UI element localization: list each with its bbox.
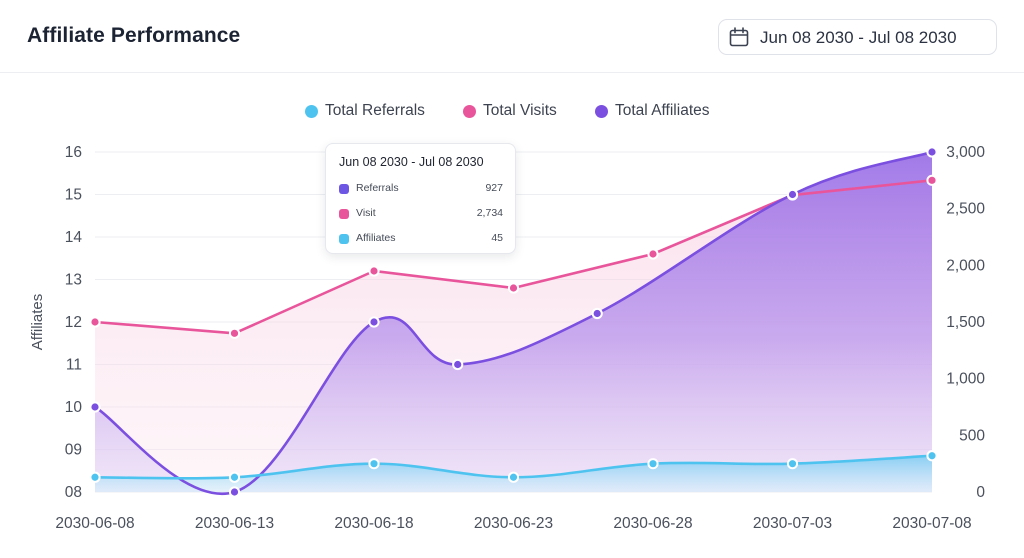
date-range-text: Jun 08 2030 - Jul 08 2030 xyxy=(760,28,957,47)
tooltip-value: 45 xyxy=(491,232,503,244)
x-tick-label: 2030-07-03 xyxy=(753,515,832,532)
point-visits xyxy=(507,282,520,294)
y-left-tick-label: 14 xyxy=(65,229,83,246)
tooltip-swatch xyxy=(339,209,349,219)
point-visits xyxy=(647,248,659,260)
y-left-tick-label: 16 xyxy=(65,144,82,161)
point-affiliates xyxy=(89,401,101,413)
x-tick-label: 2030-06-23 xyxy=(474,515,553,532)
y-left-tick-label: 08 xyxy=(65,484,82,501)
y-right-tick-label: 1,500 xyxy=(946,314,985,331)
point-visits xyxy=(89,316,101,328)
date-range-picker[interactable]: Jun 08 2030 - Jul 08 2030 xyxy=(718,19,997,55)
y-right-tick-label: 500 xyxy=(959,427,985,444)
legend-item-total-affiliates[interactable]: Total Affiliates xyxy=(595,98,710,124)
x-tick-label: 2030-06-28 xyxy=(613,515,692,532)
point-affiliates xyxy=(452,358,464,371)
legend-item-total-referrals[interactable]: Total Referrals xyxy=(305,98,425,124)
calendar-icon xyxy=(729,27,749,47)
point-visits xyxy=(368,265,380,277)
tooltip-label: Affiliates xyxy=(356,232,396,244)
legend-label: Total Referrals xyxy=(325,102,425,119)
point-referrals xyxy=(368,458,380,470)
card-header: Affiliate Performance Jun 08 2030 - Jul … xyxy=(0,0,1024,73)
area-affiliates xyxy=(95,152,932,494)
y-left-tick-label: 15 xyxy=(65,187,82,204)
point-referrals xyxy=(786,458,799,470)
y-axis-title: Affiliates xyxy=(29,294,46,350)
point-affiliates xyxy=(591,307,603,320)
legend-label: Total Visits xyxy=(483,102,557,119)
x-tick-label: 2030-06-08 xyxy=(55,515,134,532)
legend-item-total-visits[interactable]: Total Visits xyxy=(463,98,557,124)
tooltip-swatch xyxy=(339,234,349,244)
legend-swatch-visits xyxy=(463,104,476,118)
tooltip-swatch xyxy=(339,184,349,194)
tooltip-title: Jun 08 2030 - Jul 08 2030 xyxy=(339,155,484,169)
y-left-tick-label: 09 xyxy=(65,442,82,459)
tooltip-row-visit: Visit 2,734 xyxy=(339,207,503,221)
point-referrals xyxy=(647,458,659,470)
chart-tooltip: Jun 08 2030 - Jul 08 2030 Referrals 927 … xyxy=(325,143,516,254)
legend-swatch-referrals xyxy=(305,104,318,118)
point-referrals xyxy=(926,450,938,462)
chart-axes: 08 09 10 11 12 13 14 15 16 0 500 1,000 1,500 2,000 2,5… xyxy=(29,144,985,532)
point-affiliates xyxy=(368,316,380,328)
y-right-tick-label: 1,000 xyxy=(946,371,985,388)
y-left-tick-label: 13 xyxy=(65,272,82,289)
point-visits xyxy=(926,174,938,186)
y-right-tick-label: 0 xyxy=(976,484,985,501)
point-referrals xyxy=(507,471,520,483)
legend-label: Total Affiliates xyxy=(615,102,710,119)
tooltip-value: 927 xyxy=(485,182,503,194)
tooltip-label: Referrals xyxy=(356,182,399,194)
y-left-tick-label: 10 xyxy=(65,399,83,416)
point-referrals xyxy=(89,471,101,483)
x-tick-label: 2030-06-13 xyxy=(195,515,274,532)
point-affiliates xyxy=(786,188,799,201)
chart-points xyxy=(89,146,938,498)
x-tick-label: 2030-06-18 xyxy=(334,515,413,532)
x-tick-label: 2030-07-08 xyxy=(892,515,971,532)
y-right-tick-label: 3,000 xyxy=(946,144,985,161)
y-left-tick-label: 12 xyxy=(65,314,82,331)
point-referrals xyxy=(228,471,241,483)
point-affiliates xyxy=(228,486,241,498)
tooltip-row-affiliates: Affiliates 45 xyxy=(339,232,503,246)
y-right-tick-label: 2,500 xyxy=(946,201,985,218)
y-right-tick-label: 2,000 xyxy=(946,257,985,274)
page-title: Affiliate Performance xyxy=(27,24,241,47)
point-affiliates xyxy=(926,146,938,158)
legend-swatch-affiliates xyxy=(595,104,608,118)
tooltip-value: 2,734 xyxy=(476,207,503,219)
chart-legend: Total Referrals Total Visits Total Affil… xyxy=(0,98,1024,124)
area-referrals xyxy=(95,455,932,492)
tooltip-label: Visit xyxy=(356,207,376,219)
point-visits xyxy=(228,327,241,339)
tooltip-row-referrals: Referrals 927 xyxy=(339,182,503,196)
y-left-tick-label: 11 xyxy=(66,357,82,374)
